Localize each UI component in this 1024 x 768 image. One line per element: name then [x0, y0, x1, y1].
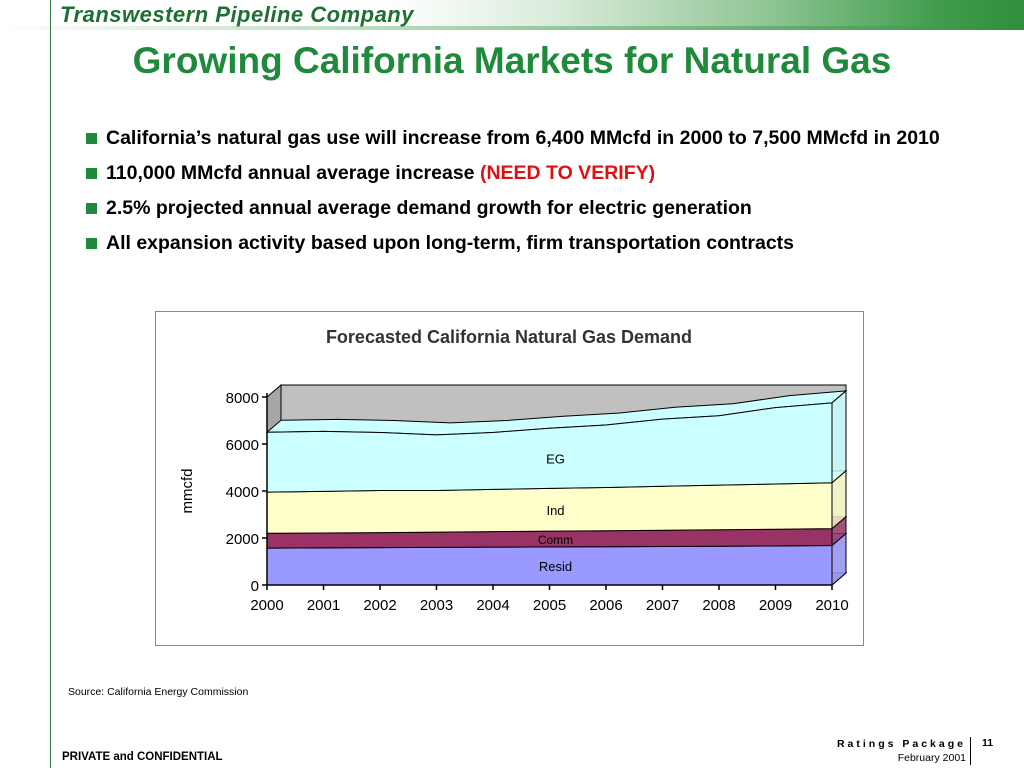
- bullet-text: California’s natural gas use will increa…: [106, 127, 940, 149]
- demand-chart: Forecasted California Natural Gas Demand…: [179, 327, 849, 614]
- x-tick-label: 2001: [307, 597, 340, 614]
- bullet-square-icon: [86, 203, 97, 214]
- bullet-text: 2.5% projected annual average demand gro…: [106, 197, 752, 219]
- company-name: Transwestern Pipeline Company: [60, 2, 414, 27]
- x-tick-label: 2004: [476, 597, 509, 614]
- x-tick-label: 2006: [589, 597, 622, 614]
- verify-note: (NEED TO VERIFY): [479, 162, 656, 184]
- chart-frame: Forecasted California Natural Gas Demand…: [155, 311, 864, 646]
- x-tick-label: 2003: [420, 597, 453, 614]
- bullet-item: All expansion activity based upon long-t…: [86, 231, 946, 256]
- y-tick-label: 4000: [226, 484, 259, 501]
- package-label: Ratings Package: [836, 738, 966, 750]
- bullet-item: 2.5% projected annual average demand gro…: [86, 196, 946, 221]
- y-tick-label: 8000: [226, 390, 259, 407]
- series-label-eg: EG: [546, 451, 565, 466]
- area-side-eg: [831, 389, 847, 484]
- bullet-text: 110,000 MMcfd annual average increase: [106, 162, 475, 184]
- bullet-square-icon: [86, 133, 97, 144]
- x-tick-label: 2005: [533, 597, 566, 614]
- bullet-square-icon: [86, 238, 97, 249]
- y-tick-label: 0: [251, 578, 259, 595]
- x-tick-label: 2010: [815, 597, 848, 614]
- series-label-resid: Resid: [539, 559, 572, 574]
- bullet-list: California’s natural gas use will increa…: [86, 126, 946, 266]
- x-tick-label: 2008: [702, 597, 735, 614]
- x-tick-label: 2000: [250, 597, 283, 614]
- confidential-label: PRIVATE and CONFIDENTIAL: [62, 751, 223, 763]
- x-tick-label: 2007: [646, 597, 679, 614]
- x-tick-label: 2002: [363, 597, 396, 614]
- area-eg: [266, 402, 833, 493]
- bullet-item: 110,000 MMcfd annual average increase (N…: [86, 161, 946, 186]
- chart-title: Forecasted California Natural Gas Demand: [326, 327, 692, 347]
- bullet-item: California’s natural gas use will increa…: [86, 126, 946, 151]
- page-number: 11: [982, 737, 994, 749]
- package-date: February 2001: [897, 752, 966, 764]
- series-label-comm: Comm: [538, 533, 573, 547]
- bullet-text: All expansion activity based upon long-t…: [106, 232, 795, 254]
- footer-divider: [970, 737, 971, 765]
- left-rule: [50, 0, 51, 768]
- page-title: Growing California Markets for Natural G…: [132, 40, 892, 81]
- bullet-square-icon: [86, 168, 97, 179]
- header-band: [0, 0, 1024, 30]
- series-label-ind: Ind: [546, 503, 564, 518]
- y-tick-label: 2000: [226, 531, 259, 548]
- source-note: Source: California Energy Commission: [68, 686, 249, 698]
- x-tick-label: 2009: [759, 597, 792, 614]
- ratings-package: Ratings Package February 2001: [837, 738, 966, 764]
- y-axis-label: mmcfd: [179, 469, 196, 514]
- y-tick-label: 6000: [226, 437, 259, 454]
